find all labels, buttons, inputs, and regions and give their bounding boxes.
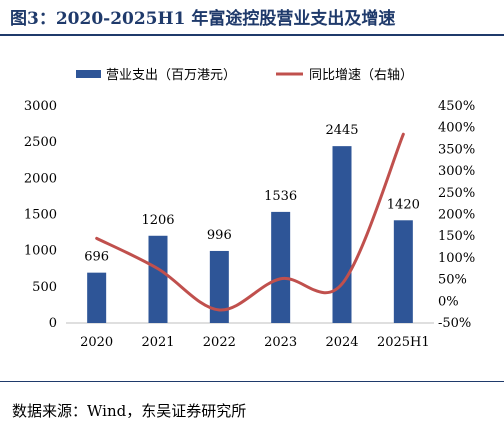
bar-value-label: 1536 [264, 189, 297, 204]
y-left-tick-label: 1000 [24, 244, 57, 259]
y-left-tick-label: 3000 [24, 99, 57, 114]
y-right-axis: -50% 0% 50% 100% 150% 200% 250% 300% 350% 400% 450… [438, 99, 475, 331]
bar-2025h1 [393, 220, 413, 323]
bar-value-label: 1420 [387, 197, 420, 212]
y-right-tick-label: 400% [438, 121, 475, 136]
x-tick-label: 2021 [141, 335, 174, 350]
growth-line [95, 132, 405, 312]
y-right-tick-label: 100% [438, 251, 475, 266]
y-right-tick-label: 450% [438, 99, 475, 114]
bar-2022 [209, 250, 229, 323]
y-right-tick-label: 200% [438, 208, 475, 223]
x-tick-label: 2023 [264, 335, 297, 350]
x-axis: 2020 2021 2022 2023 2024 2025H1 [80, 335, 430, 350]
y-right-tick-label: -50% [438, 316, 471, 331]
chart-svg: 营业支出（百万港元） 同比增速（右轴） 0 500 1000 1500 2000 2500 3… [24, 68, 475, 350]
bar-2023 [271, 211, 291, 323]
legend-bar-label: 营业支出（百万港元） [106, 68, 236, 83]
x-tick-label: 2022 [203, 335, 236, 350]
y-left-axis: 0 500 1000 1500 2000 2500 3000 [24, 99, 57, 331]
y-right-tick-label: 0% [438, 294, 459, 309]
y-left-tick-label: 2000 [24, 171, 57, 186]
legend: 营业支出（百万港元） 同比增速（右轴） [76, 68, 413, 83]
x-tick-label: 2020 [80, 335, 113, 350]
bar-labels: 696 1206 996 1536 2445 1420 [84, 123, 420, 265]
y-right-tick-label: 300% [438, 164, 475, 179]
x-tick-label: 2025H1 [377, 335, 430, 350]
y-left-tick-label: 0 [49, 316, 57, 331]
bar-2020 [87, 272, 107, 323]
title-rule [0, 34, 504, 36]
y-left-tick-label: 500 [32, 280, 57, 295]
footer-rule [0, 381, 504, 382]
legend-bar-swatch [76, 70, 101, 78]
bar-value-label: 1206 [141, 213, 174, 228]
y-right-tick-label: 150% [438, 229, 475, 244]
x-tick-label: 2024 [325, 335, 358, 350]
source-note: 数据来源：Wind，东吴证券研究所 [12, 402, 247, 420]
y-right-tick-label: 350% [438, 142, 475, 157]
bar-value-label: 696 [84, 250, 109, 265]
y-right-tick-label: 250% [438, 186, 475, 201]
chart-title: 图3：2020-2025H1 年富途控股营业支出及增速 [10, 9, 396, 29]
bar-value-label: 2445 [325, 123, 358, 138]
y-left-tick-label: 1500 [24, 208, 57, 223]
bar-value-label: 996 [207, 228, 232, 243]
y-right-tick-label: 50% [438, 273, 467, 288]
bar-2024 [332, 146, 352, 323]
bar-2021 [148, 235, 168, 323]
legend-line-label: 同比增速（右轴） [309, 68, 413, 83]
y-left-tick-label: 2500 [24, 135, 57, 150]
